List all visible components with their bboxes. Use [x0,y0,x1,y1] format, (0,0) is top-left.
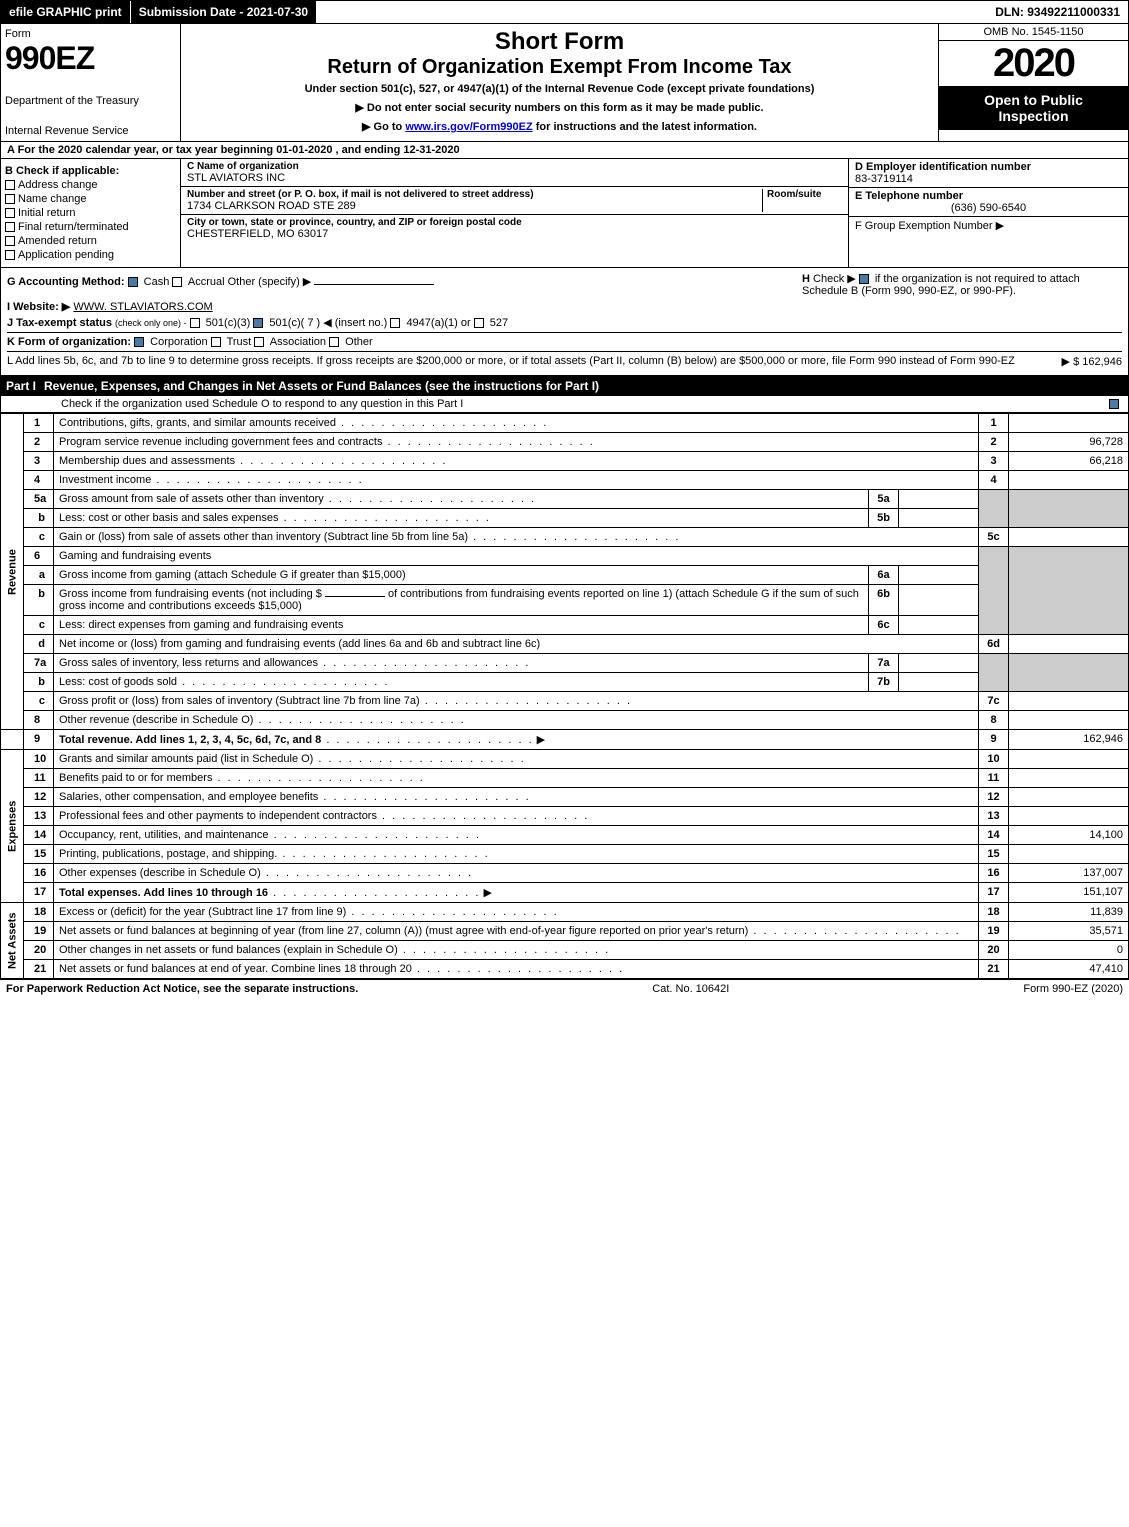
public-badge: Open to Public Inspection [939,86,1128,130]
topbar: efile GRAPHIC print Submission Date - 20… [0,0,1129,24]
i-website-value[interactable]: WWW. STLAVIATORS.COM [73,301,212,313]
chk-4947[interactable] [390,318,400,328]
chk-assoc[interactable] [254,337,264,347]
d-ein-label: D Employer identification number [855,161,1031,173]
dept-irs: Internal Revenue Service [5,125,176,137]
footer-left: For Paperwork Reduction Act Notice, see … [6,983,358,995]
chk-h[interactable] [859,274,869,284]
k-label: K Form of organization: [7,336,131,348]
chk-name[interactable] [5,194,15,204]
d-ein-value: 83-3719114 [855,173,1122,185]
part-1-sub: Check if the organization used Schedule … [0,396,1129,413]
efile-print-button[interactable]: efile GRAPHIC print [1,1,131,23]
footer-form: Form 990-EZ (2020) [1023,983,1123,995]
g-label: G Accounting Method: [7,276,125,288]
chk-accrual[interactable] [172,277,182,287]
irs-link[interactable]: www.irs.gov/Form990EZ [405,121,532,133]
chk-pending[interactable] [5,250,15,260]
footer: For Paperwork Reduction Act Notice, see … [0,979,1129,998]
omb-number: OMB No. 1545-1150 [939,24,1128,41]
e-phone-value: (636) 590-6540 [855,202,1122,214]
form-label: Form [5,28,176,40]
h-label: H [802,273,810,285]
chk-final[interactable] [5,222,15,232]
c-name-label: C Name of organization [187,161,842,172]
col-b-checkboxes: B Check if applicable: Address change Na… [1,159,181,267]
goto-note: ▶ Go to www.irs.gov/Form990EZ for instru… [189,120,930,133]
chk-schedule-o[interactable] [1109,399,1119,409]
form-subtitle: Under section 501(c), 527, or 4947(a)(1)… [189,83,930,95]
chk-other[interactable] [329,337,339,347]
c-name-value: STL AVIATORS INC [187,172,842,184]
addr-label: Number and street (or P. O. box, if mail… [187,189,762,200]
room-label: Room/suite [767,189,842,200]
vlabel-revenue: Revenue [1,414,24,730]
chk-501c[interactable] [253,318,263,328]
addr-value: 1734 CLARKSON ROAD STE 289 [187,200,762,212]
vlabel-expenses: Expenses [1,750,24,903]
i-website-label: I Website: ▶ [7,301,70,313]
lines-table: Revenue 1 Contributions, gifts, grants, … [0,413,1129,979]
chk-initial[interactable] [5,208,15,218]
chk-address[interactable] [5,180,15,190]
e-phone-label: E Telephone number [855,190,963,202]
ssn-warning: ▶ Do not enter social security numbers o… [189,101,930,114]
part-1-header: Part I Revenue, Expenses, and Changes in… [0,376,1129,396]
col-de: D Employer identification number 83-3719… [848,159,1128,267]
l-text: L Add lines 5b, 6c, and 7b to line 9 to … [7,355,1062,368]
vlabel-netassets: Net Assets [1,903,24,979]
f-group-label: F Group Exemption Number ▶ [855,220,1004,232]
chk-amended[interactable] [5,236,15,246]
submission-date: Submission Date - 2021-07-30 [131,1,316,23]
l-amount: ▶ $ 162,946 [1062,355,1122,368]
chk-trust[interactable] [211,337,221,347]
info-block: B Check if applicable: Address change Na… [0,159,1129,268]
section-a: A For the 2020 calendar year, or tax yea… [0,142,1129,159]
col-c-org-info: C Name of organization STL AVIATORS INC … [181,159,848,267]
dln: DLN: 93492211000331 [987,1,1128,23]
tax-year: 2020 [939,41,1128,86]
dept-treasury: Department of the Treasury [5,95,176,107]
city-label: City or town, state or province, country… [187,217,842,228]
form-title: Return of Organization Exempt From Incom… [189,56,930,79]
col-b-header: B Check if applicable: [5,165,119,177]
form-header: Form 990EZ Department of the Treasury In… [0,24,1129,142]
short-form-title: Short Form [189,28,930,56]
chk-cash[interactable] [128,277,138,287]
city-value: CHESTERFIELD, MO 63017 [187,228,842,240]
footer-cat: Cat. No. 10642I [358,983,1023,995]
j-label: J Tax-exempt status [7,317,112,329]
chk-501c3[interactable] [190,318,200,328]
chk-corp[interactable] [134,337,144,347]
block-g-through-l: G Accounting Method: Cash Accrual Other … [0,268,1129,376]
form-number: 990EZ [5,40,176,77]
chk-527[interactable] [474,318,484,328]
